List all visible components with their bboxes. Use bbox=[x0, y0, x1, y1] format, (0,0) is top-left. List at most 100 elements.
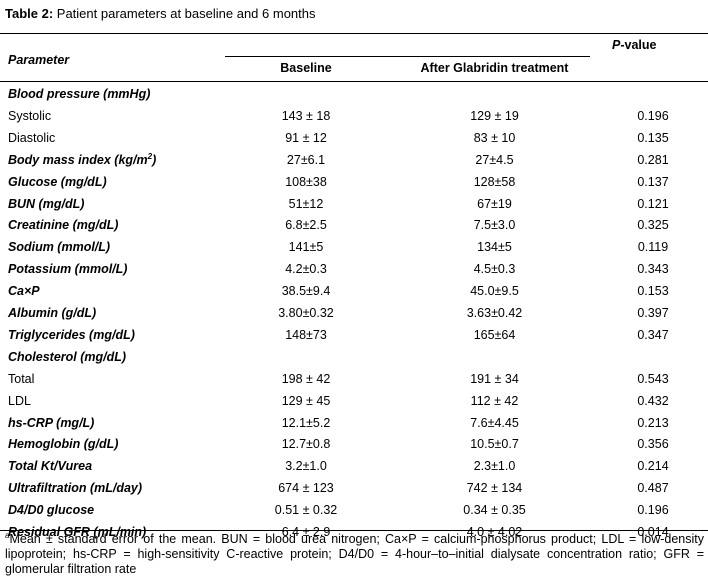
table-row: Total 198 ± 42 191 ± 34 0.543 bbox=[0, 368, 708, 390]
table-row: Systolic 143 ± 18 129 ± 19 0.196 bbox=[0, 105, 708, 127]
after-cell: 0.34 ± 0.35 bbox=[463, 503, 526, 518]
parameter-cell: Triglycerides (mg/dL) bbox=[8, 327, 135, 342]
baseline-cell: 27±6.1 bbox=[286, 152, 326, 167]
baseline-cell: 3.80±0.32 bbox=[278, 306, 334, 320]
footnote: aMean ± standard error of the mean. BUN … bbox=[5, 530, 704, 577]
table-row: Albumin (g/dL) 3.80±0.32 3.63±0.42 0.397 bbox=[0, 302, 708, 324]
table-row: Creatinine (mg/dL) 6.8±2.5 7.5±3.0 0.325 bbox=[0, 214, 708, 236]
footnote-mark: a bbox=[5, 530, 10, 540]
table-row: Total Kt/Vurea 3.2±1.0 2.3±1.0 0.214 bbox=[0, 455, 708, 477]
parameter-cell: Glucose (mg/dL) bbox=[8, 174, 107, 189]
baseline-cell: 12.7±0.8 bbox=[281, 437, 331, 452]
after-cell: 128±58 bbox=[473, 174, 516, 189]
p-value-cell: 0.119 bbox=[637, 240, 669, 255]
parameter-cell: Blood pressure (mmHg) bbox=[8, 87, 151, 101]
after-cell: 112 ± 42 bbox=[470, 393, 519, 408]
parameter-cell: Systolic bbox=[8, 108, 52, 123]
table-row: Body mass index (kg/m2) 27±6.1 27±4.5 0.281 bbox=[0, 149, 708, 171]
after-cell: 7.6±4.45 bbox=[470, 415, 519, 430]
table-row: Ultrafiltration (mL/day) 674 ± 123 742 ± 1… bbox=[0, 477, 708, 499]
baseline-cell: 91 ± 12 bbox=[285, 130, 327, 145]
table-row: LDL 129 ± 45 112 ± 42 0.432 bbox=[0, 390, 708, 412]
column-header-baseline: Baseline bbox=[280, 61, 332, 75]
baseline-cell: 108±38 bbox=[285, 174, 327, 189]
table-row: Sodium (mmol/L) 141±5 134±5 0.119 bbox=[0, 236, 708, 258]
table-row: Cholesterol (mg/dL) bbox=[0, 346, 708, 368]
table-label: Table 2: bbox=[5, 6, 54, 21]
baseline-cell: 6.4 ± 2.9 bbox=[281, 525, 331, 539]
baseline-cell: 6.8±2.5 bbox=[285, 218, 327, 233]
table-row: Residual GFR (mL/min) 6.4 ± 2.9 4.0 ± 4.02… bbox=[0, 521, 708, 543]
p-value-cell: 0.153 bbox=[637, 284, 669, 299]
footnote-text: Mean ± standard error of the mean. BUN =… bbox=[5, 532, 704, 576]
baseline-cell: 141±5 bbox=[288, 240, 324, 255]
after-cell: 3.63±0.42 bbox=[466, 306, 523, 320]
parameter-cell: Hemoglobin (g/dL) bbox=[8, 437, 119, 452]
p-value-cell: 0.325 bbox=[637, 218, 669, 233]
parameter-cell: LDL bbox=[8, 393, 31, 408]
p-value-cell: 0.213 bbox=[637, 415, 669, 430]
table-row: Blood pressure (mmHg) bbox=[0, 83, 708, 105]
baseline-cell: 148±73 bbox=[285, 327, 327, 342]
parameter-cell: Diastolic bbox=[8, 130, 56, 145]
table-row: Glucose (mg/dL) 108±38 128±58 0.137 bbox=[0, 171, 708, 193]
table-row: hs-CRP (mg/L) 12.1±5.2 7.6±4.45 0.213 bbox=[0, 412, 708, 434]
header-sub-rule bbox=[225, 56, 590, 57]
parameter-cell: Potassium (mmol/L) bbox=[8, 262, 128, 277]
after-cell: 134±5 bbox=[477, 240, 512, 255]
p-value-cell: 0.214 bbox=[637, 459, 669, 474]
baseline-cell: 129 ± 45 bbox=[281, 393, 331, 408]
p-value-cell: 0.121 bbox=[637, 196, 669, 211]
p-value-cell: 0.343 bbox=[637, 262, 669, 277]
p-value-cell: 0.487 bbox=[637, 481, 669, 496]
after-cell: 4.0 ± 4.02 bbox=[466, 525, 523, 539]
baseline-cell: 0.51 ± 0.32 bbox=[274, 503, 338, 518]
after-cell: 129 ± 19 bbox=[470, 108, 519, 123]
table-row: Hemoglobin (g/dL) 12.7±0.8 10.5±0.7 0.356 bbox=[0, 433, 708, 455]
baseline-cell: 12.1±5.2 bbox=[281, 415, 331, 430]
parameter-cell: hs-CRP (mg/L) bbox=[8, 415, 95, 430]
after-cell: 10.5±0.7 bbox=[470, 437, 519, 452]
baseline-cell: 143 ± 18 bbox=[281, 108, 331, 123]
table-row: D4/D0 glucose 0.51 ± 0.32 0.34 ± 0.35 0.196 bbox=[0, 499, 708, 521]
after-cell: 7.5±3.0 bbox=[473, 218, 516, 233]
p-value-cell: 0.356 bbox=[637, 437, 669, 452]
p-value-cell: 0.014 bbox=[637, 525, 669, 539]
parameter-cell: Body mass index (kg/m2) bbox=[8, 151, 157, 167]
parameter-cell: Total bbox=[8, 371, 35, 386]
p-value-cell: 0.281 bbox=[637, 152, 669, 167]
table-row: Diastolic 91 ± 12 83 ± 10 0.135 bbox=[0, 127, 708, 149]
parameter-cell: Ca×P bbox=[8, 284, 40, 299]
after-cell: 742 ± 134 bbox=[466, 481, 523, 496]
parameter-cell: Total Kt/Vurea bbox=[8, 459, 93, 474]
bottom-rule bbox=[0, 530, 708, 531]
p-value-cell: 0.347 bbox=[637, 327, 669, 342]
table-row: Triglycerides (mg/dL) 148±73 165±64 0.347 bbox=[0, 324, 708, 346]
column-header-p-value: P-value bbox=[612, 38, 657, 52]
baseline-cell: 51±12 bbox=[288, 196, 324, 211]
baseline-cell: 674 ± 123 bbox=[278, 481, 334, 496]
parameter-cell: Cholesterol (mg/dL) bbox=[8, 349, 127, 364]
table-row: BUN (mg/dL) 51±12 67±19 0.121 bbox=[0, 193, 708, 215]
after-cell: 2.3±1.0 bbox=[473, 459, 516, 474]
baseline-cell: 3.2±1.0 bbox=[285, 459, 327, 474]
after-cell: 191 ± 34 bbox=[470, 371, 519, 386]
parameter-cell: Residual GFR (mL/min) bbox=[8, 525, 147, 539]
parameter-cell: Albumin (g/dL) bbox=[8, 306, 97, 320]
table-row: Potassium (mmol/L) 4.2±0.3 4.5±0.3 0.343 bbox=[0, 258, 708, 280]
parameter-cell: BUN (mg/dL) bbox=[8, 196, 85, 211]
table-row: Ca×P 38.5±9.4 45.0±9.5 0.153 bbox=[0, 280, 708, 302]
top-rule bbox=[0, 33, 708, 34]
after-cell: 67±19 bbox=[477, 196, 512, 211]
table-caption: Table 2: Patient parameters at baseline … bbox=[5, 6, 316, 21]
p-value-cell: 0.543 bbox=[637, 371, 669, 386]
after-cell: 165±64 bbox=[473, 327, 516, 342]
column-header-after: After Glabridin treatment bbox=[420, 61, 569, 75]
parameter-cell: Ultrafiltration (mL/day) bbox=[8, 481, 143, 496]
parameter-cell: Sodium (mmol/L) bbox=[8, 240, 111, 255]
p-value-cell: 0.137 bbox=[637, 174, 669, 189]
p-value-cell: 0.196 bbox=[637, 503, 669, 518]
p-value-cell: 0.432 bbox=[637, 393, 669, 408]
after-cell: 45.0±9.5 bbox=[470, 284, 519, 299]
header-bottom-rule bbox=[0, 81, 708, 82]
